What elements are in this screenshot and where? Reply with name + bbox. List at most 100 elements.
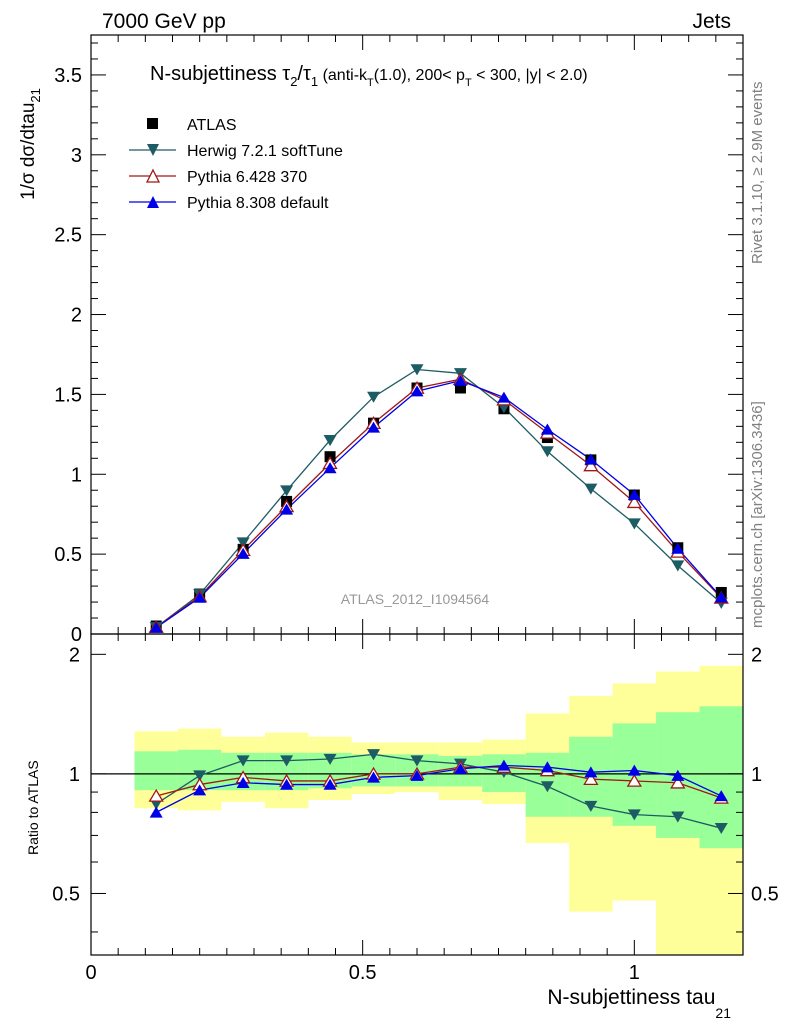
ratio-band-inner [134,751,178,791]
ratio-point-1 [583,772,599,785]
y-tick-label: 3.5 [54,65,82,87]
legend: ATLAS Herwig 7.2.1 softTune Pythia 6.428… [129,117,343,212]
ratio-point-2 [540,761,554,773]
ratio-point-2 [280,778,294,790]
ratio-point-2 [323,778,337,790]
y-tick-label: 0.5 [54,544,82,566]
ratio-point-1 [626,773,642,787]
ratio-line-1 [156,766,722,799]
legend-marker-atlas [147,118,158,129]
ratio-point-1 [148,788,164,802]
series-point-2 [410,385,424,397]
legend-label-atlas: ATLAS [187,117,237,134]
ratio-point-0 [193,770,207,782]
y-tick-label: 2 [71,305,82,327]
ratio-tick-label-right: 0.5 [751,883,779,905]
series-point-2 [236,547,250,559]
ratio-point-2 [453,762,467,774]
mcplots-label: mcplots.cern.ch [arXiv:1306.3436] [749,401,766,628]
ratio-point-0 [236,755,250,767]
series-point-2 [149,621,163,633]
ratio-point-0 [671,811,685,823]
ratio-point-2 [497,759,511,771]
y-tick-label: 3 [71,145,82,167]
series-point-0 [627,518,641,530]
ratio-y-axis-label: Ratio to ATLAS [25,760,41,855]
ratio-tick-label-right: 1 [751,764,762,786]
ratio-point-0 [367,749,381,761]
series-point-0 [540,446,554,458]
ratio-tick-label-left: 2 [69,644,80,666]
ratio-point-2 [714,790,728,802]
series-line-1 [155,378,722,628]
x-tick-label: 0.5 [349,962,377,984]
ratio-tick-label-left: 1 [69,764,80,786]
series-point-2 [497,391,511,403]
series-point-0 [671,560,685,572]
header-right: Jets [692,10,731,33]
x-tick-label: 0 [85,962,96,984]
legend-marker-herwig [147,144,159,156]
ratio-tick-label-left: 0.5 [52,883,80,905]
ratio-point-1 [670,775,686,789]
ratio-point-2 [193,784,207,796]
main-panel: 0 0.5 1 1.5 2 2.5 3 3.5 [54,34,744,955]
series-point-0 [323,435,337,447]
ratio-point-0 [714,822,728,835]
ratio-point-0 [584,800,598,812]
ratio-point-0 [410,755,424,767]
legend-label-herwig: Herwig 7.2.1 softTune [187,143,343,160]
y-tick-label: 0 [71,624,82,646]
ratio-point-2 [236,776,250,788]
series-point-2 [714,591,728,603]
ratio-point-2 [627,764,641,776]
series-point-2 [453,374,467,386]
series-line-2 [155,379,722,629]
series-point-1 [583,458,599,472]
y-tick-label: 1.5 [54,384,82,406]
series-point-0 [410,364,424,376]
x-tick-label: 1 [629,962,640,984]
ratio-point-0 [540,781,554,793]
series-point-2 [280,503,294,515]
y-tick-label: 2.5 [54,225,82,247]
header-left: 7000 GeV pp [102,10,226,33]
ratio-frame [90,633,744,956]
series-point-0 [236,537,250,549]
ratio-point-2 [410,769,424,781]
legend-label-pythia8: Pythia 8.308 default [187,195,329,212]
series-point-2 [323,462,337,474]
series-point-2 [193,591,207,603]
ratio-point-2 [584,766,598,778]
ratio-panel: 0 0.5 1 0.5 0.5 1 1 2 2 [52,633,779,984]
ratio-point-0 [323,753,337,765]
ratio-point-0 [280,755,294,767]
series-point-0 [367,391,381,403]
series-point-0 [280,485,294,497]
ratio-line-0 [155,753,722,829]
atlas-data-point [454,382,466,394]
series-point-2 [584,453,598,465]
series-point-1 [626,495,642,509]
series-point-0 [584,483,598,495]
legend-marker-pythia8 [147,196,159,208]
series-point-2 [367,421,381,433]
series-point-2 [627,488,641,500]
ratio-point-2 [671,769,685,781]
chart-title: N-subjettiness τ2/τ1 (anti-kT(1.0), 200<… [150,63,588,89]
ratio-tick-label-right: 2 [751,644,762,666]
y-tick-label: 1 [71,464,82,486]
ratio-point-0 [627,809,641,821]
legend-label-pythia6: Pythia 6.428 370 [187,169,307,186]
analysis-watermark: ATLAS_2012_I1094564 [341,591,490,607]
series-point-2 [540,423,554,435]
x-axis-label: N-subjettiness tau21 [547,986,731,1021]
ratio-point-2 [367,771,381,783]
rivet-label: Rivet 3.1.10, ≥ 2.9M events [749,82,766,265]
ratio-point-2 [149,806,163,818]
series-line-0 [155,368,722,628]
legend-marker-pythia6 [145,168,161,183]
y-axis-label: 1/σ dσ/dtau21 [18,88,43,200]
series-point-2 [671,542,685,554]
